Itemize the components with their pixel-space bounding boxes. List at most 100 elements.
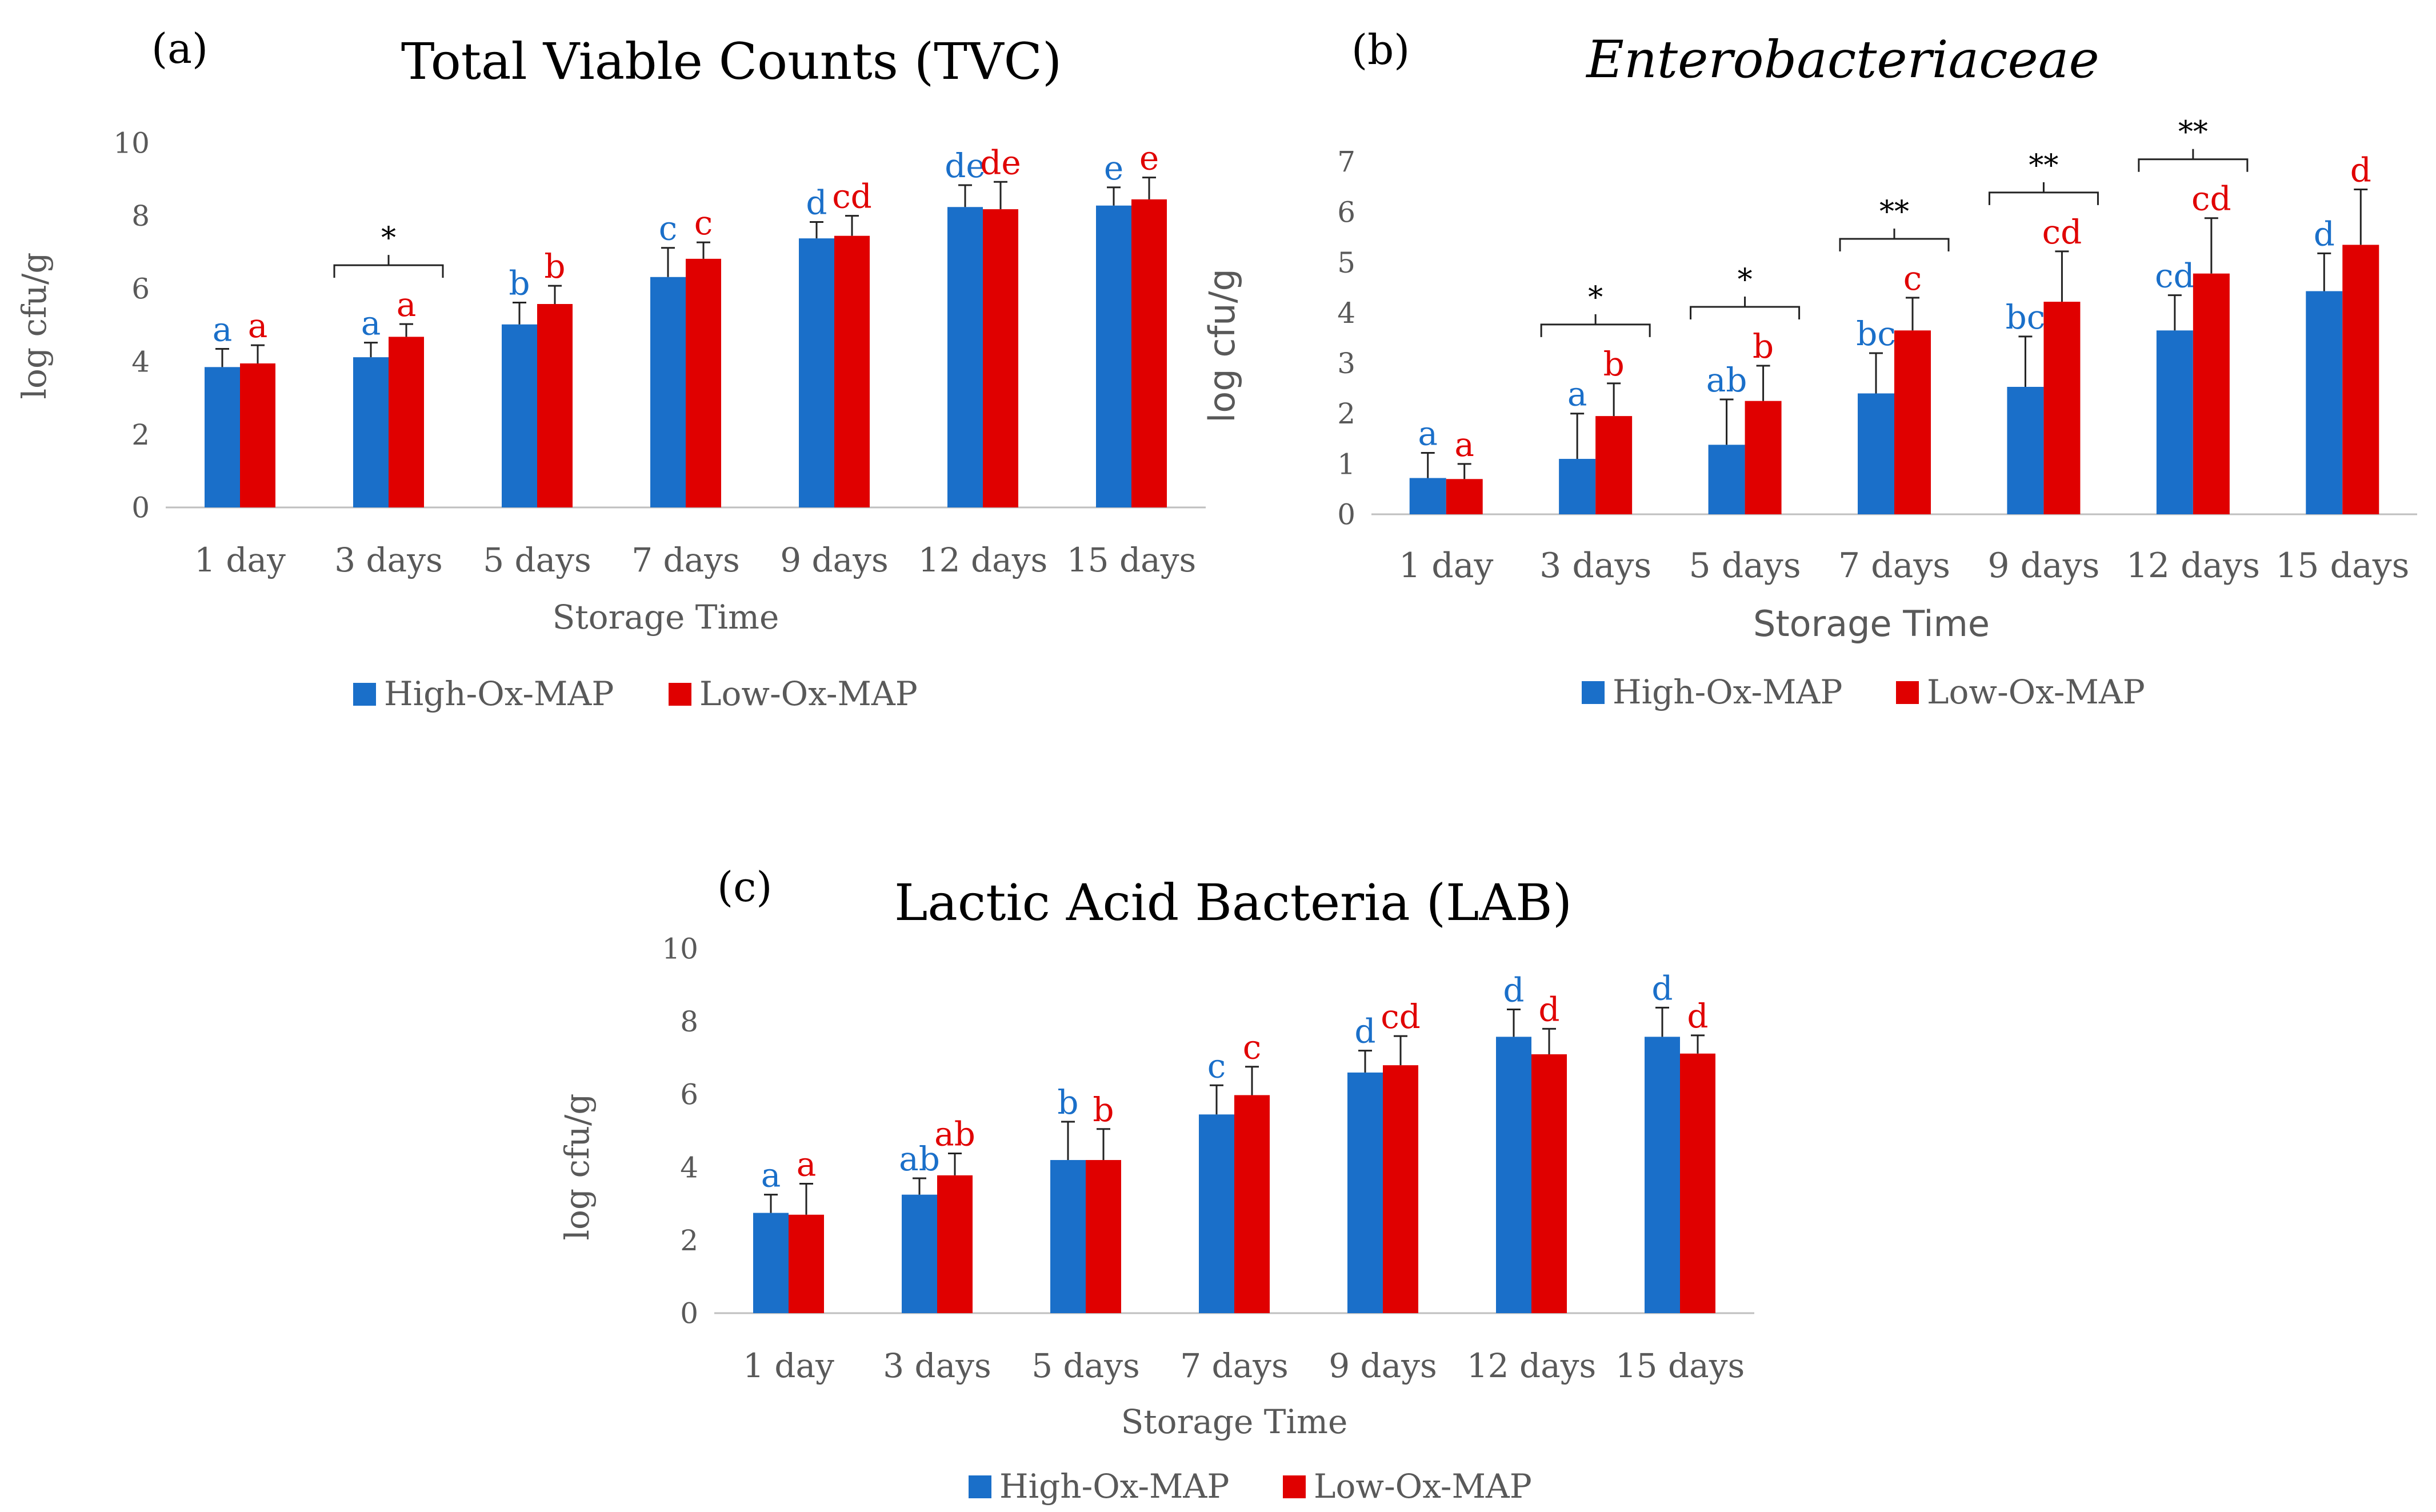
chart-panel-a: (a) Total Viable Counts (TVC) log cfu/g … xyxy=(15,25,1206,713)
bar-high xyxy=(1347,1072,1383,1313)
x-tick-label: 7 days xyxy=(631,541,740,579)
y-tick-label: 7 xyxy=(1337,146,1355,179)
legend-label-high: High-Ox-MAP xyxy=(999,1467,1229,1506)
y-tick-label: 6 xyxy=(680,1078,698,1111)
legend-label-low: Low-Ox-MAP xyxy=(1314,1467,1532,1506)
bar-low xyxy=(937,1175,973,1313)
x-tick-label: 1 day xyxy=(194,541,286,579)
y-tick-label: 5 xyxy=(1337,246,1355,279)
bar-low xyxy=(1531,1054,1567,1313)
panel-label: (a) xyxy=(151,25,208,73)
bar-high xyxy=(1050,1160,1086,1313)
bar-low xyxy=(1595,416,1633,514)
x-tick-label: 3 days xyxy=(883,1346,991,1385)
y-tick-label: 2 xyxy=(1337,397,1355,430)
bar-low xyxy=(1234,1095,1270,1313)
group-letter: d xyxy=(1503,971,1524,1010)
group-letter: a xyxy=(361,304,381,343)
group-letter: a xyxy=(797,1145,817,1184)
group-letter: e xyxy=(1139,139,1159,178)
group-letter: d xyxy=(2314,214,2335,253)
y-tick-label: 8 xyxy=(680,1005,698,1038)
group-letter: a xyxy=(397,285,417,324)
group-letter: d xyxy=(2350,150,2371,189)
bar-high xyxy=(753,1213,789,1313)
chart-panel-c: (c) Lactic Acid Bacteria (LAB) log cfu/g… xyxy=(558,863,1754,1506)
group-letter: c xyxy=(694,203,713,242)
bar-low xyxy=(2043,302,2081,514)
group-letter: ab xyxy=(934,1115,975,1154)
group-letter: a xyxy=(1418,414,1438,453)
significance-bracket xyxy=(1988,182,2099,205)
group-letter: ab xyxy=(899,1139,940,1178)
y-tick-label: 10 xyxy=(662,933,698,966)
significance-marker: ** xyxy=(2178,115,2208,150)
legend-label-high: High-Ox-MAP xyxy=(1613,673,1842,711)
x-tick-label: 7 days xyxy=(1180,1346,1289,1385)
group-letter: cd xyxy=(2191,179,2231,218)
panel-label: (b) xyxy=(1351,26,1410,74)
legend-label-high: High-Ox-MAP xyxy=(384,674,614,713)
legend: High-Ox-MAP Low-Ox-MAP xyxy=(353,674,918,713)
legend-label-low: Low-Ox-MAP xyxy=(699,674,918,713)
group-letter: b xyxy=(544,247,565,286)
bar-low xyxy=(1680,1053,1715,1313)
bar-low xyxy=(834,235,870,507)
x-tick-label: 15 days xyxy=(1615,1346,1745,1385)
significance-bracket xyxy=(333,255,444,278)
y-tick-label: 10 xyxy=(113,127,150,160)
bar-high xyxy=(1409,478,1446,514)
legend: High-Ox-MAP Low-Ox-MAP xyxy=(969,1467,1532,1506)
bar-low xyxy=(1894,330,1931,514)
significance-bracket xyxy=(2138,149,2249,172)
x-tick-label: 3 days xyxy=(334,541,443,579)
group-letter: cd xyxy=(832,177,872,216)
group-letter: c xyxy=(1903,259,1922,298)
group-letter: b xyxy=(1603,345,1625,383)
y-axis-label: log cfu/g xyxy=(1201,269,1243,423)
group-letter: d xyxy=(806,183,827,222)
chart-title: Total Viable Counts (TVC) xyxy=(401,32,1062,91)
bar-high xyxy=(1645,1037,1680,1313)
bar-high xyxy=(799,238,834,507)
x-tick-label: 15 days xyxy=(2275,546,2409,586)
x-tick-label: 1 day xyxy=(1399,546,1493,586)
group-letter: cd xyxy=(1381,997,1421,1036)
significance-marker: ** xyxy=(2029,149,2058,183)
significance-marker: * xyxy=(1588,281,1603,315)
bar-low xyxy=(2342,245,2379,514)
x-tick-label: 5 days xyxy=(1031,1346,1140,1385)
bar-low xyxy=(1383,1065,1418,1313)
bar-high xyxy=(650,277,686,507)
group-letter: b xyxy=(1093,1090,1114,1129)
x-tick-label: 7 days xyxy=(1838,546,1950,586)
bar-high xyxy=(205,367,240,507)
significance-bracket xyxy=(1690,296,1801,319)
y-tick-label: 0 xyxy=(131,491,150,525)
bar-low xyxy=(789,1214,824,1313)
legend-swatch-high xyxy=(1582,681,1605,704)
x-tick-label: 9 days xyxy=(1329,1346,1437,1385)
legend-swatch-low xyxy=(1283,1475,1306,1498)
bar-high xyxy=(353,357,389,507)
legend-swatch-high xyxy=(969,1475,991,1498)
chart-panel-b: (b) Enterobacteriaceae log cfu/g Storage… xyxy=(1201,26,2417,711)
legend-swatch-low xyxy=(669,683,691,706)
x-tick-label: 5 days xyxy=(1689,546,1801,586)
x-tick-label: 12 days xyxy=(1467,1346,1596,1385)
bar-low xyxy=(240,363,275,507)
y-tick-label: 6 xyxy=(1337,196,1355,229)
bar-low xyxy=(686,258,721,507)
bar-low xyxy=(2193,273,2230,514)
x-tick-label: 9 days xyxy=(780,541,889,579)
x-tick-label: 12 days xyxy=(2126,546,2260,586)
group-letter: a xyxy=(761,1156,781,1195)
group-letter: c xyxy=(1243,1028,1261,1067)
y-tick-label: 0 xyxy=(680,1297,698,1330)
group-letter: de xyxy=(945,146,985,185)
group-letter: b xyxy=(509,263,530,302)
group-letter: a xyxy=(1454,425,1474,464)
significance-marker: * xyxy=(381,221,396,255)
group-letter: bc xyxy=(2006,298,2046,337)
